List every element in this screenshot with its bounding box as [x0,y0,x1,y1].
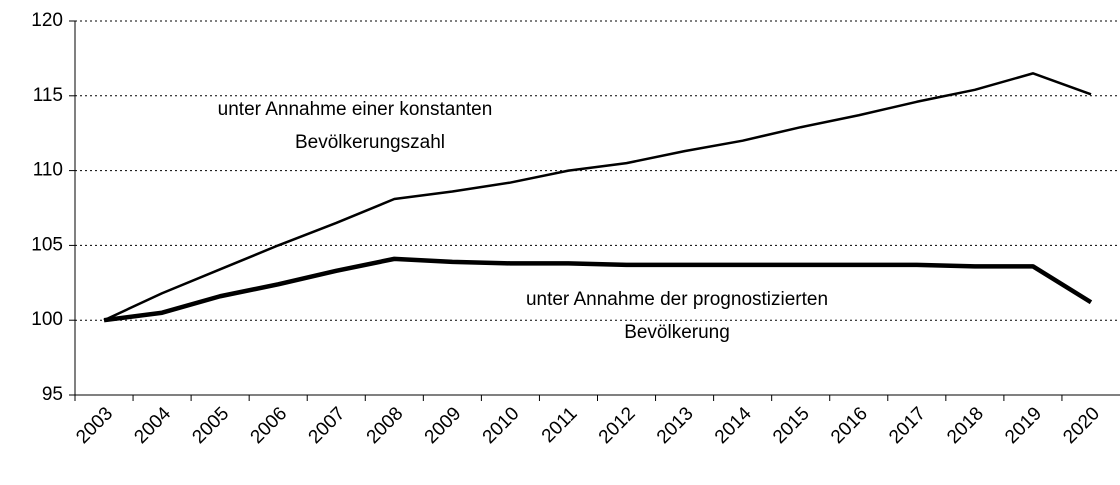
x-tick-label: 2015 [769,403,814,448]
y-tick-label: 110 [33,160,63,181]
x-tick-label: 2013 [653,403,698,448]
x-tick-label: 2012 [595,403,640,448]
x-tick-label: 2017 [885,403,930,448]
x-tick-label: 2007 [305,403,350,448]
x-tick-label: 2003 [72,403,117,448]
x-tick-label: 2020 [1059,403,1104,448]
x-tick-label: 2005 [188,403,233,448]
y-tick-label: 105 [31,234,63,255]
y-tick-label: 115 [33,85,63,106]
series-line [103,256,1093,323]
x-tick-label: 2018 [943,403,988,448]
x-tick-label: 2014 [711,403,756,448]
series-line [103,72,1092,322]
x-tick-label: 2011 [538,403,582,447]
y-tick-label: 100 [31,309,63,330]
x-tick-label: 2006 [247,403,292,448]
x-tick-label: 2010 [479,403,524,448]
x-tick-label: 2008 [363,403,408,448]
x-tick-label: 2019 [1001,403,1046,448]
annotation: unter Annahme einer konstanten [218,99,493,120]
x-tick-label: 2009 [421,403,466,448]
x-tick-label: 2016 [827,403,872,448]
y-tick-label: 95 [42,384,63,405]
annotation: unter Annahme der prognostizierten [526,289,828,310]
annotation: Bevölkerungszahl [295,132,445,153]
y-tick-label: 120 [31,10,63,31]
x-tick-label: 2004 [130,403,175,448]
annotation: Bevölkerung [624,322,730,343]
